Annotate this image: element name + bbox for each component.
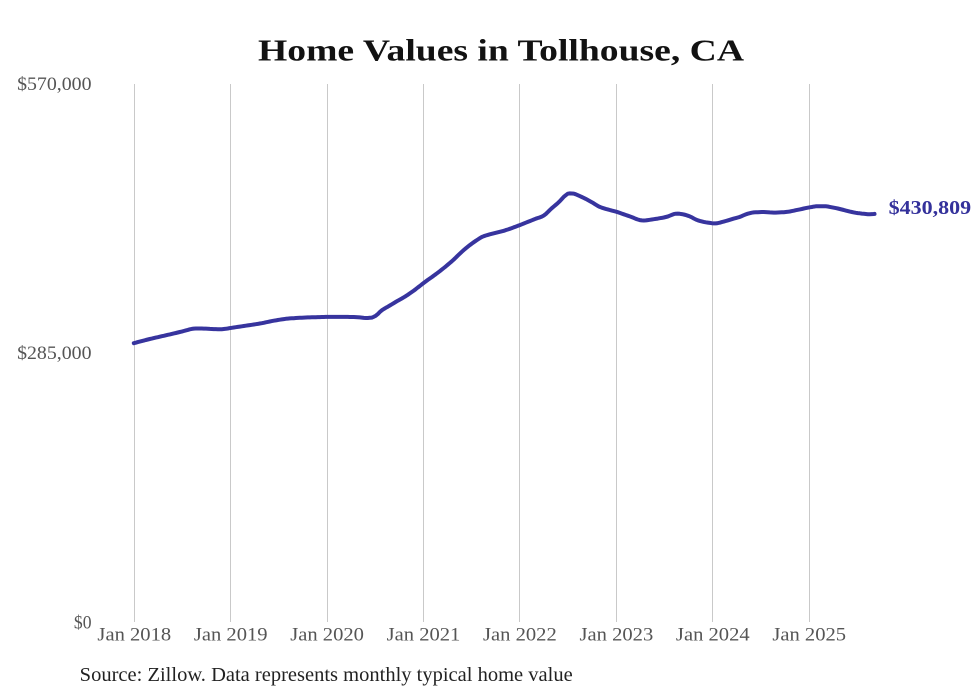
svg-text:$570,000: $570,000: [17, 74, 91, 95]
svg-text:Jan 2018: Jan 2018: [97, 625, 171, 646]
svg-text:Jan 2022: Jan 2022: [483, 625, 557, 646]
svg-text:Jan 2024: Jan 2024: [676, 625, 750, 646]
svg-text:$285,000: $285,000: [17, 343, 91, 364]
svg-text:Source: Zillow. Data represent: Source: Zillow. Data represents monthly …: [80, 664, 573, 686]
svg-text:Jan 2020: Jan 2020: [290, 625, 364, 646]
svg-text:Jan 2019: Jan 2019: [194, 625, 268, 646]
svg-text:Home Values in Tollhouse, CA: Home Values in Tollhouse, CA: [258, 33, 745, 68]
svg-text:Jan 2021: Jan 2021: [387, 625, 461, 646]
svg-text:Jan 2023: Jan 2023: [580, 625, 654, 646]
svg-text:$430,809: $430,809: [889, 197, 972, 219]
svg-text:$0: $0: [74, 613, 92, 634]
svg-text:Jan 2025: Jan 2025: [772, 625, 846, 646]
